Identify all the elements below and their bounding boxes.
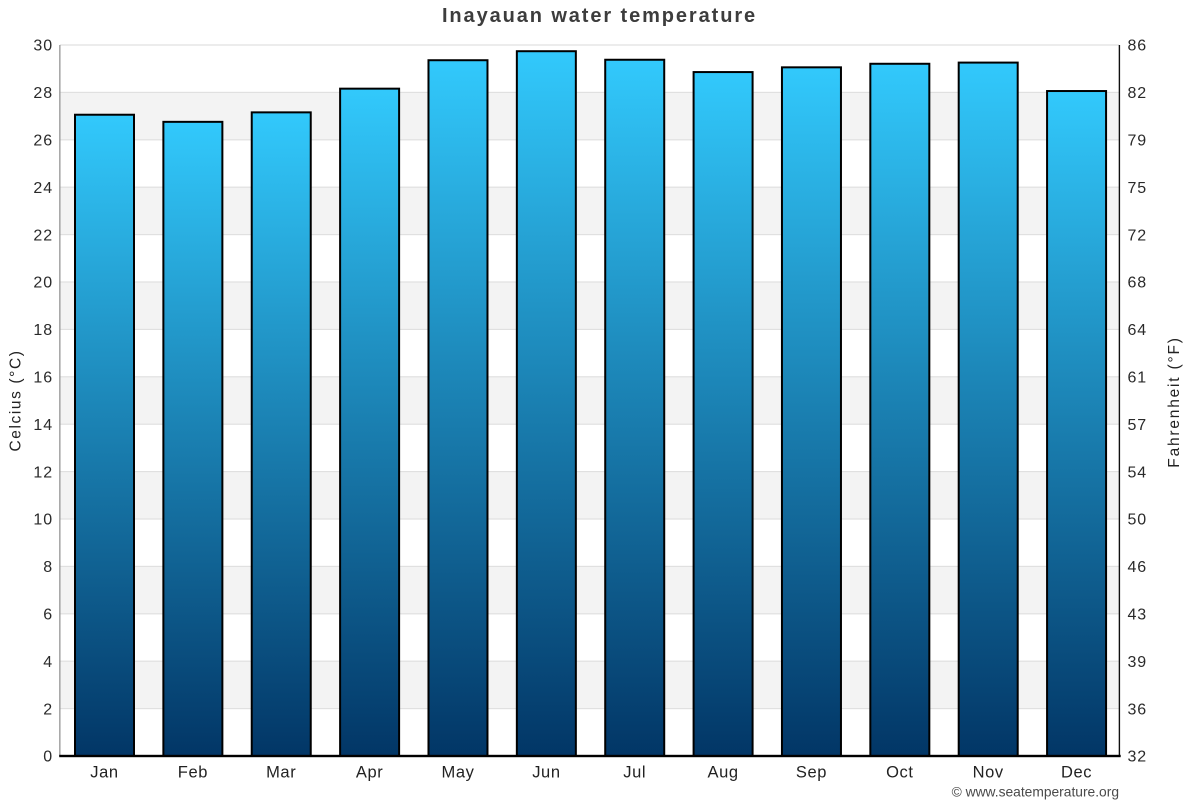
svg-text:30: 30 [33, 38, 53, 55]
svg-text:57: 57 [1128, 417, 1148, 434]
svg-text:May: May [442, 764, 475, 782]
svg-text:86: 86 [1128, 38, 1148, 55]
svg-text:Nov: Nov [973, 764, 1004, 782]
svg-text:36: 36 [1128, 701, 1148, 718]
svg-text:© www.seatemperature.org: © www.seatemperature.org [952, 784, 1119, 799]
svg-text:50: 50 [1128, 512, 1148, 529]
svg-text:22: 22 [33, 227, 53, 244]
svg-text:Jun: Jun [532, 764, 560, 782]
svg-text:12: 12 [33, 464, 53, 481]
svg-text:Mar: Mar [266, 764, 296, 782]
svg-text:32: 32 [1128, 749, 1148, 766]
svg-text:14: 14 [33, 417, 53, 434]
svg-text:Feb: Feb [178, 764, 208, 782]
svg-text:75: 75 [1128, 180, 1148, 197]
svg-text:Fahrenheit (°F): Fahrenheit (°F) [1166, 336, 1183, 467]
svg-text:24: 24 [33, 180, 53, 197]
svg-text:Sep: Sep [796, 764, 827, 782]
svg-text:18: 18 [33, 322, 53, 339]
svg-text:61: 61 [1128, 370, 1148, 387]
svg-text:Aug: Aug [708, 764, 739, 782]
svg-text:82: 82 [1128, 85, 1148, 102]
svg-text:68: 68 [1128, 275, 1148, 292]
svg-text:Jan: Jan [90, 764, 118, 782]
svg-text:43: 43 [1128, 607, 1148, 624]
svg-text:Oct: Oct [886, 764, 913, 782]
svg-text:Dec: Dec [1061, 764, 1092, 782]
svg-text:79: 79 [1128, 133, 1148, 150]
svg-text:26: 26 [33, 133, 53, 150]
svg-text:8: 8 [43, 559, 53, 576]
svg-text:2: 2 [43, 701, 53, 718]
svg-text:64: 64 [1128, 322, 1148, 339]
svg-text:20: 20 [33, 275, 53, 292]
svg-text:4: 4 [43, 654, 53, 671]
svg-text:16: 16 [33, 370, 53, 387]
svg-text:Apr: Apr [356, 764, 383, 782]
svg-text:Celcius (°C): Celcius (°C) [7, 349, 24, 451]
svg-text:28: 28 [33, 85, 53, 102]
svg-text:46: 46 [1128, 559, 1148, 576]
svg-text:72: 72 [1128, 227, 1148, 244]
svg-text:54: 54 [1128, 464, 1148, 481]
svg-text:39: 39 [1128, 654, 1148, 671]
svg-text:10: 10 [33, 512, 53, 529]
svg-text:0: 0 [43, 749, 53, 766]
svg-text:Jul: Jul [623, 764, 646, 782]
svg-text:Inayauan water temperature: Inayauan water temperature [442, 5, 757, 27]
svg-text:6: 6 [43, 607, 53, 624]
